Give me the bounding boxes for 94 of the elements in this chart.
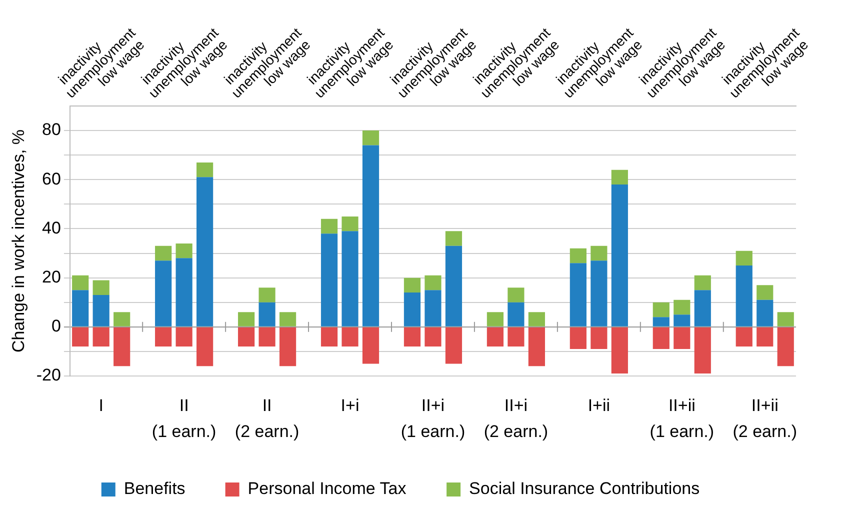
y-tick-label: -20 — [36, 366, 61, 385]
y-tick-label: 0 — [52, 316, 61, 336]
bar — [756, 300, 774, 326]
bar — [445, 231, 462, 246]
bar — [114, 312, 130, 326]
text: I+ii — [588, 396, 610, 416]
bar — [611, 170, 628, 185]
bar — [279, 327, 296, 366]
bar — [590, 327, 608, 349]
bar — [652, 317, 670, 326]
bar — [570, 263, 586, 326]
bar — [176, 327, 192, 347]
y-tick-label: 40 — [42, 218, 61, 238]
bar — [445, 327, 462, 364]
bar — [196, 327, 214, 366]
bar — [674, 327, 690, 349]
bar — [611, 184, 628, 326]
bar — [114, 327, 130, 366]
text: II+ii (2 earn.) — [732, 396, 798, 442]
bar — [486, 312, 504, 326]
y-tick-label: 80 — [42, 120, 61, 140]
bar — [342, 216, 358, 232]
bar — [238, 312, 255, 326]
text: I+i — [340, 396, 360, 416]
bar — [756, 327, 774, 347]
bar — [424, 275, 442, 290]
bar — [342, 231, 358, 326]
bar — [72, 290, 89, 326]
bar — [196, 177, 214, 326]
bar — [155, 246, 172, 261]
bar — [362, 145, 380, 326]
bar — [508, 302, 524, 326]
bar — [736, 327, 752, 347]
bar — [570, 248, 586, 264]
bar — [196, 162, 214, 178]
bar — [424, 290, 442, 326]
bar — [652, 302, 670, 318]
bar — [590, 260, 608, 326]
bar — [176, 243, 192, 258]
bar — [320, 218, 338, 234]
bar — [674, 300, 690, 315]
bar — [508, 327, 524, 347]
bar — [777, 312, 794, 326]
bar — [258, 327, 276, 347]
bar — [92, 295, 110, 326]
bar — [320, 234, 338, 326]
bar — [694, 327, 711, 374]
bar — [155, 260, 172, 326]
legend-label: Social Insurance Contributions — [469, 479, 700, 498]
bar — [694, 275, 711, 290]
bar — [258, 288, 276, 302]
bar — [590, 246, 608, 261]
text: II+i (1 earn.) — [400, 396, 466, 442]
legend-label: Benefits — [124, 479, 186, 498]
bar — [424, 327, 442, 347]
bar — [508, 288, 524, 302]
bar — [674, 314, 690, 326]
bar — [694, 290, 711, 326]
bar — [342, 327, 358, 347]
bar — [570, 327, 586, 349]
bar — [362, 130, 380, 146]
bar — [736, 250, 752, 266]
text: I — [98, 396, 104, 416]
bar — [756, 285, 774, 300]
bar — [258, 302, 276, 326]
bar — [238, 327, 255, 347]
text: II (2 earn.) — [234, 396, 300, 442]
bar — [777, 327, 794, 366]
bar — [72, 327, 89, 347]
bar — [72, 275, 89, 290]
y-axis-title: Change in work incentives, % — [8, 129, 28, 353]
y-tick-label: 20 — [42, 268, 61, 287]
bar — [92, 327, 110, 347]
bar — [320, 327, 338, 347]
bar — [155, 327, 172, 347]
legend-label: Personal Income Tax — [248, 479, 407, 498]
bar — [445, 246, 462, 326]
y-tick-label: 60 — [42, 169, 61, 188]
bar — [486, 327, 504, 347]
text: II (1 earn.) — [152, 396, 216, 442]
bar — [404, 292, 421, 326]
bar — [736, 266, 752, 326]
bar — [611, 327, 628, 374]
bar — [528, 312, 545, 326]
text: II+ii (1 earn.) — [650, 396, 714, 442]
bar — [404, 278, 421, 293]
bar — [176, 258, 192, 326]
bar — [528, 327, 545, 366]
bar — [92, 280, 110, 295]
bar — [404, 327, 421, 347]
bar — [362, 327, 380, 364]
text: II+i (2 earn.) — [484, 396, 548, 442]
bar — [652, 327, 670, 349]
bar — [279, 312, 296, 326]
